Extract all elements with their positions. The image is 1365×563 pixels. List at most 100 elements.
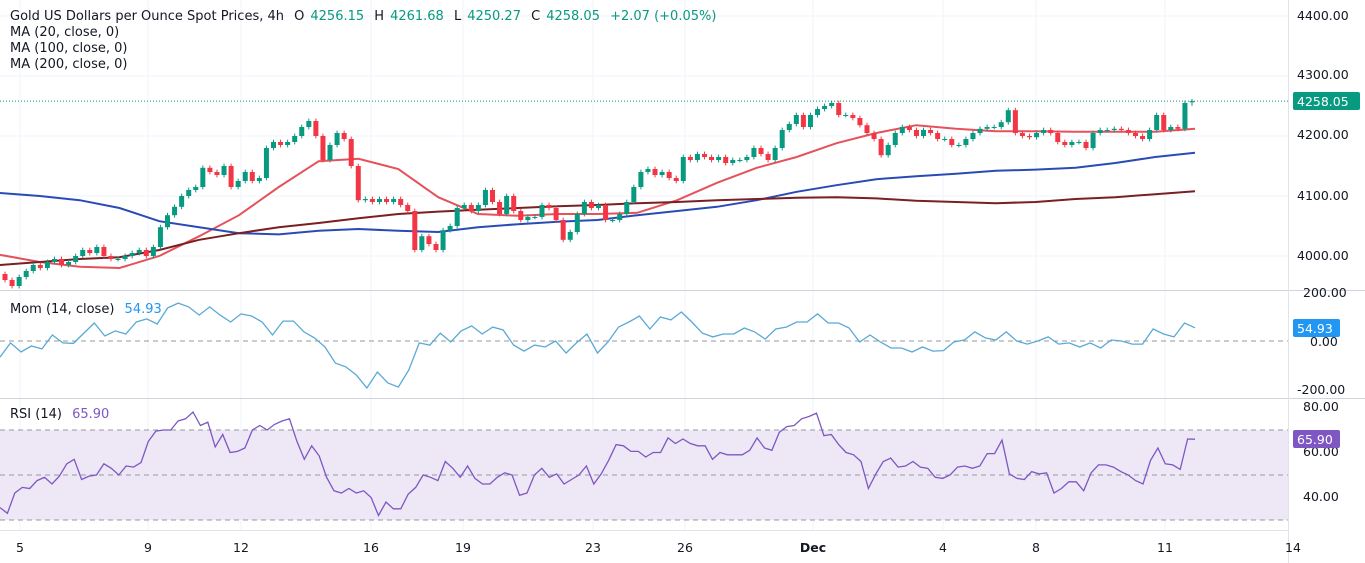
candle-body (242, 172, 248, 181)
candle (9, 277, 15, 289)
candle-body (249, 172, 255, 181)
candle-body (532, 217, 538, 218)
candle-body (320, 136, 326, 160)
candle-body (984, 127, 990, 129)
candle-body (186, 190, 192, 196)
candle (518, 208, 524, 223)
candle-body (687, 157, 693, 160)
candle-body (624, 202, 630, 214)
candle (1041, 127, 1047, 136)
candle-body (610, 220, 616, 221)
candle-body (871, 133, 877, 139)
date-label: 19 (455, 540, 471, 555)
candle-body (942, 139, 948, 140)
candle (666, 169, 672, 181)
candle-body (815, 109, 821, 115)
candle (645, 166, 651, 175)
candle (539, 202, 545, 220)
ma100-legend[interactable]: MA (100, close, 0) (10, 41, 128, 56)
candle-body (80, 250, 86, 256)
candle (1132, 130, 1138, 139)
candle-body (617, 214, 623, 220)
time-axis[interactable]: 5 9 12 16 19 23 26 Dec 4 8 11 14 (16, 540, 1301, 555)
candle-body (1090, 133, 1096, 148)
candle (977, 126, 983, 136)
candle (179, 193, 185, 210)
rsi-axis[interactable]: 80.00 60.00 40.00 65.90 (1293, 399, 1340, 504)
rsi-legend[interactable]: RSI (14) 65.90 (10, 407, 115, 423)
candle (737, 157, 743, 163)
ma200-legend[interactable]: MA (200, close, 0) (10, 57, 128, 72)
candle-body (786, 124, 792, 130)
candle-body (172, 206, 178, 216)
candle (709, 154, 715, 163)
candle (603, 202, 609, 223)
candle-body (1055, 133, 1061, 142)
ohlc-low: L 4250.27 (453, 9, 521, 24)
ma20-legend[interactable]: MA (20, close, 0) (10, 25, 120, 40)
candle-body (348, 139, 354, 166)
candle-body (129, 253, 135, 256)
candle (610, 217, 616, 223)
candle (1083, 139, 1089, 151)
candle-body (1019, 133, 1025, 136)
mom-legend[interactable]: Mom (14, close) 54.93 (10, 302, 168, 318)
candle (101, 244, 107, 259)
candle (546, 202, 552, 211)
candle (270, 139, 276, 151)
candle-body (221, 166, 227, 175)
rsi-value: 65.90 (72, 407, 110, 422)
candle-body (977, 128, 983, 133)
rsi-label: RSI (14) (10, 407, 62, 422)
candle (1104, 127, 1110, 133)
candle (836, 100, 842, 118)
candle-body (638, 172, 644, 187)
candle-body (829, 103, 835, 106)
candle-body (214, 172, 220, 175)
candle-body (730, 160, 736, 163)
candle-body (193, 187, 199, 190)
candle (285, 139, 291, 148)
candle-body (1168, 127, 1174, 130)
candle (871, 130, 877, 142)
candle-body (1104, 130, 1110, 131)
candle-body (136, 250, 142, 253)
mom-axis[interactable]: 200.00 0.00 -200.00 54.93 (1293, 285, 1347, 397)
candle (758, 145, 764, 157)
candle-body (461, 205, 467, 208)
candle-body (793, 115, 799, 124)
ohlc-high: H 4261.68 (374, 9, 444, 24)
candle-body (1062, 142, 1068, 145)
mom-value-badge (1293, 319, 1340, 337)
candle (617, 211, 623, 223)
candle-body (1005, 110, 1011, 123)
candle-body (334, 133, 340, 145)
price-axis[interactable]: 4400.00 4300.00 4200.00 4100.00 4000.00 … (1293, 8, 1360, 263)
candle-body (23, 271, 29, 277)
candle (716, 154, 722, 163)
candle-body (574, 214, 580, 232)
candle (906, 124, 912, 133)
candle (744, 154, 750, 163)
candle-body (1140, 136, 1146, 139)
price-legend[interactable]: Gold US Dollars per Ounce Spot Prices, 4… (10, 9, 722, 25)
candle-body (143, 250, 149, 256)
candle-body (157, 227, 163, 247)
candle-body (807, 115, 813, 127)
candle-body (44, 262, 50, 268)
candle-body (355, 166, 361, 201)
last-price-badge (1293, 92, 1360, 110)
candle-body (179, 196, 185, 207)
candle (384, 196, 390, 205)
candle (1154, 112, 1160, 133)
candle-body (991, 127, 997, 128)
candle (1161, 112, 1167, 133)
candle (249, 169, 255, 184)
candle (129, 250, 135, 259)
candle (631, 184, 637, 205)
candle (263, 145, 269, 181)
candle-body (949, 139, 955, 145)
ohlc-close: C 4258.05 (531, 9, 600, 24)
candle (694, 151, 700, 163)
